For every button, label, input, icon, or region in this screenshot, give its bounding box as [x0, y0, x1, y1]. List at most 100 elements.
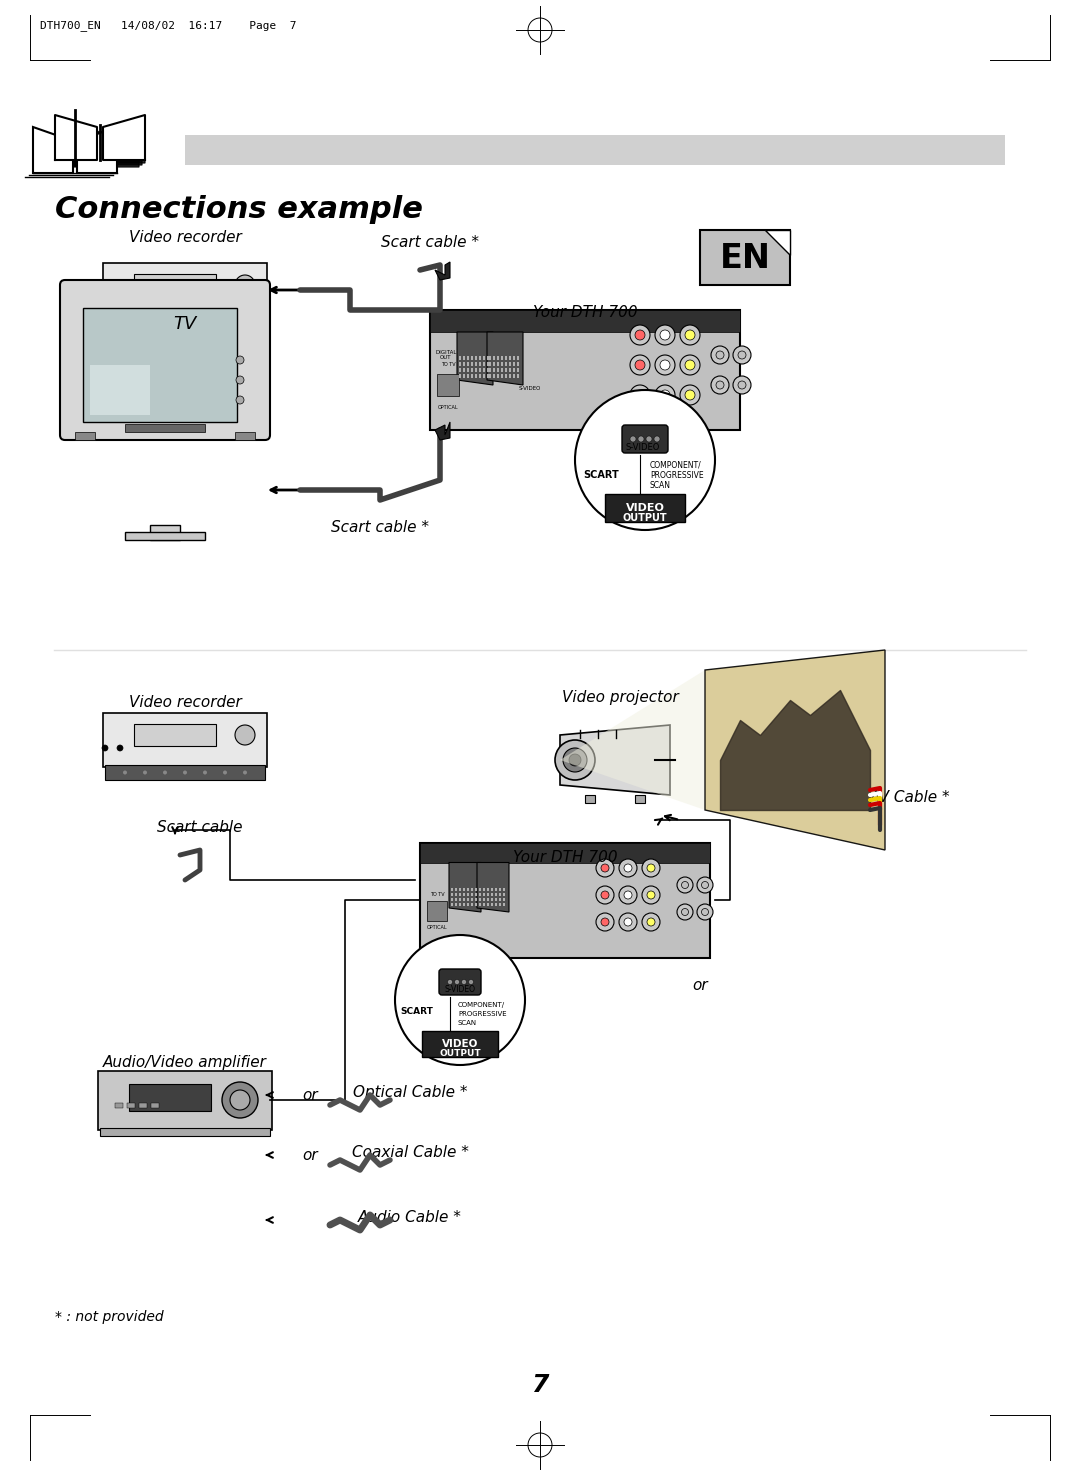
Circle shape — [738, 351, 746, 358]
Circle shape — [635, 330, 645, 341]
Circle shape — [143, 770, 147, 774]
Text: Coaxial Cable *: Coaxial Cable * — [352, 1145, 469, 1159]
FancyBboxPatch shape — [459, 888, 461, 891]
Circle shape — [600, 891, 609, 898]
FancyBboxPatch shape — [503, 903, 505, 906]
FancyBboxPatch shape — [103, 712, 267, 767]
Text: or: or — [692, 978, 707, 993]
FancyBboxPatch shape — [483, 367, 485, 372]
FancyBboxPatch shape — [483, 903, 485, 906]
Text: VIDEO: VIDEO — [625, 503, 664, 513]
Polygon shape — [705, 650, 885, 850]
Circle shape — [203, 770, 207, 774]
Circle shape — [222, 770, 227, 774]
FancyBboxPatch shape — [480, 888, 481, 891]
FancyBboxPatch shape — [105, 766, 265, 780]
FancyBboxPatch shape — [475, 903, 477, 906]
FancyBboxPatch shape — [635, 795, 645, 802]
Circle shape — [619, 886, 637, 904]
Circle shape — [237, 395, 244, 404]
FancyBboxPatch shape — [127, 1103, 135, 1108]
FancyBboxPatch shape — [605, 494, 685, 522]
Circle shape — [203, 320, 207, 324]
FancyBboxPatch shape — [585, 795, 595, 802]
Circle shape — [600, 864, 609, 872]
Polygon shape — [435, 263, 450, 280]
FancyBboxPatch shape — [491, 888, 492, 891]
FancyBboxPatch shape — [100, 1127, 270, 1136]
Polygon shape — [561, 670, 705, 810]
Polygon shape — [77, 127, 117, 173]
FancyBboxPatch shape — [517, 355, 519, 360]
Text: EN: EN — [719, 242, 770, 274]
Text: TO TV: TO TV — [441, 363, 456, 367]
Circle shape — [681, 882, 689, 888]
FancyBboxPatch shape — [491, 903, 492, 906]
Text: S-VIDEO: S-VIDEO — [518, 386, 541, 391]
FancyBboxPatch shape — [471, 892, 473, 895]
Circle shape — [469, 979, 473, 984]
FancyBboxPatch shape — [487, 903, 489, 906]
Polygon shape — [33, 127, 73, 173]
FancyBboxPatch shape — [487, 361, 489, 366]
FancyBboxPatch shape — [495, 892, 497, 895]
Circle shape — [447, 979, 453, 984]
Circle shape — [654, 324, 675, 345]
Circle shape — [563, 748, 588, 771]
FancyBboxPatch shape — [455, 903, 457, 906]
Circle shape — [685, 330, 696, 341]
Circle shape — [733, 376, 751, 394]
Text: TV: TV — [173, 316, 197, 333]
FancyBboxPatch shape — [459, 367, 461, 372]
FancyBboxPatch shape — [475, 898, 477, 901]
FancyBboxPatch shape — [455, 892, 457, 895]
Text: 7: 7 — [531, 1373, 549, 1397]
FancyBboxPatch shape — [517, 361, 519, 366]
Circle shape — [702, 909, 708, 916]
Circle shape — [555, 740, 595, 780]
Circle shape — [163, 770, 167, 774]
Polygon shape — [55, 115, 97, 159]
FancyBboxPatch shape — [509, 367, 511, 372]
FancyBboxPatch shape — [463, 888, 465, 891]
Circle shape — [235, 726, 255, 745]
FancyBboxPatch shape — [503, 892, 505, 895]
Circle shape — [702, 882, 708, 888]
FancyBboxPatch shape — [489, 361, 491, 366]
Polygon shape — [60, 122, 103, 167]
Circle shape — [711, 376, 729, 394]
Text: Audio/Video amplifier: Audio/Video amplifier — [103, 1055, 267, 1069]
FancyBboxPatch shape — [125, 423, 205, 432]
FancyBboxPatch shape — [459, 898, 461, 901]
FancyBboxPatch shape — [480, 375, 481, 378]
FancyBboxPatch shape — [459, 355, 461, 360]
FancyBboxPatch shape — [501, 367, 503, 372]
Polygon shape — [103, 115, 145, 159]
FancyBboxPatch shape — [495, 888, 497, 891]
Circle shape — [624, 917, 632, 926]
FancyBboxPatch shape — [700, 230, 789, 285]
FancyBboxPatch shape — [105, 316, 265, 330]
FancyBboxPatch shape — [509, 361, 511, 366]
FancyBboxPatch shape — [480, 903, 481, 906]
Circle shape — [677, 904, 693, 920]
Circle shape — [461, 979, 467, 984]
Circle shape — [619, 858, 637, 878]
FancyBboxPatch shape — [451, 888, 453, 891]
Text: SCART: SCART — [400, 1007, 433, 1016]
Circle shape — [222, 1083, 258, 1118]
FancyBboxPatch shape — [497, 367, 499, 372]
Polygon shape — [561, 726, 670, 795]
FancyBboxPatch shape — [60, 280, 270, 440]
Text: COMPONENT/: COMPONENT/ — [650, 460, 702, 469]
Circle shape — [738, 381, 746, 389]
FancyBboxPatch shape — [487, 375, 489, 378]
FancyBboxPatch shape — [467, 361, 469, 366]
Circle shape — [630, 355, 650, 375]
FancyBboxPatch shape — [151, 1103, 159, 1108]
FancyBboxPatch shape — [467, 375, 469, 378]
Text: Your DTH 700: Your DTH 700 — [513, 850, 618, 864]
FancyBboxPatch shape — [499, 903, 501, 906]
FancyBboxPatch shape — [475, 892, 477, 895]
FancyBboxPatch shape — [487, 892, 489, 895]
